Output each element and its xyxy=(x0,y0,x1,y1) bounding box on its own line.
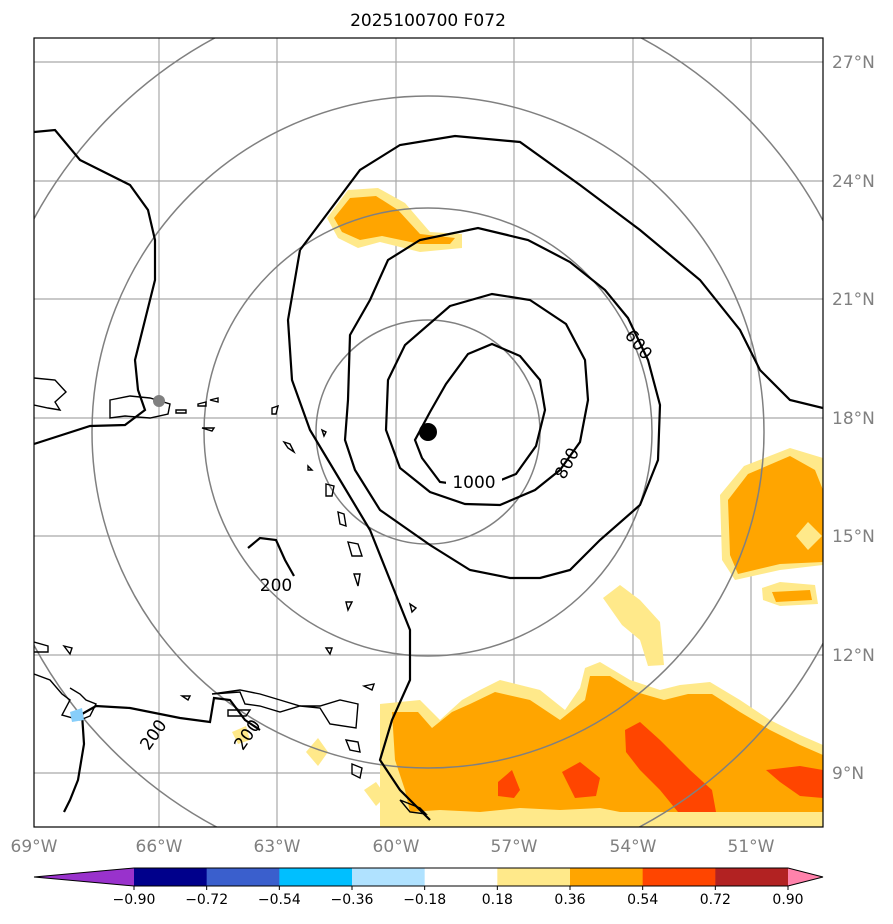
colorbar-segment xyxy=(352,868,426,886)
contour-1000 xyxy=(413,342,547,488)
colorbar-segment xyxy=(570,868,644,886)
colorbar-tick-label: 0.18 xyxy=(482,892,513,908)
station-marker-icon xyxy=(153,395,165,407)
contour-400-west xyxy=(34,128,157,446)
contours xyxy=(34,128,823,821)
shading-north-patch xyxy=(327,188,462,252)
lat-label: 9°N xyxy=(832,764,864,784)
colorbar-tick-label: −0.36 xyxy=(331,892,374,908)
lat-label: 24°N xyxy=(832,172,875,192)
colorbar-tick-label: −0.54 xyxy=(258,892,301,908)
colorbar-extend-low xyxy=(34,868,134,886)
colorbar-segment xyxy=(497,868,571,886)
lon-label: 54°W xyxy=(610,837,657,857)
contour-label-1000: 1000 xyxy=(452,473,495,493)
lon-label: 69°W xyxy=(11,837,58,857)
lon-label: 60°W xyxy=(373,837,420,857)
contour-400-north xyxy=(299,134,823,410)
contour-600 xyxy=(343,226,662,580)
map-frame xyxy=(33,37,824,828)
colorbar-tick-label: 0.72 xyxy=(700,892,731,908)
label-bg-1000 xyxy=(446,472,502,492)
contour-label-200-c: 200 xyxy=(230,716,265,754)
lon-label: 51°W xyxy=(728,837,775,857)
colorbar-segment xyxy=(642,868,716,886)
colorbar-tick-label: −0.72 xyxy=(185,892,228,908)
contour-label-200-b: 200 xyxy=(136,716,171,754)
colorbar-segment xyxy=(206,868,280,886)
lat-label: 15°N xyxy=(832,527,875,547)
contour-label-800: 800 xyxy=(551,445,584,483)
colorbar-tick-label: −0.18 xyxy=(403,892,446,908)
colorbar-segment xyxy=(715,868,789,886)
contour-label-200-a: 200 xyxy=(260,576,292,596)
colorbar-segment xyxy=(424,868,498,886)
shading-south-patch xyxy=(232,662,823,827)
lat-label: 18°N xyxy=(832,409,875,429)
contour-800 xyxy=(384,292,590,507)
shading-east-patch xyxy=(603,448,823,666)
figure-title: 2025100700 F072 xyxy=(350,11,506,31)
contour-200-c xyxy=(63,713,86,813)
contour-200-a xyxy=(247,536,295,577)
light-blue-patch xyxy=(70,708,84,722)
lon-labels: 69°W 66°W 63°W 60°W 57°W 54°W 51°W xyxy=(11,837,775,857)
lat-label: 27°N xyxy=(832,53,875,73)
colorbar-extend-high xyxy=(788,868,823,886)
lon-label: 63°W xyxy=(254,837,301,857)
colorbar-tick-label: 0.90 xyxy=(772,892,803,908)
colorbar-tick-label: 0.36 xyxy=(554,892,585,908)
lat-label: 21°N xyxy=(832,290,875,310)
colorbar-tick-label: −0.90 xyxy=(113,892,156,908)
colorbar-segment xyxy=(134,868,208,886)
storm-center-icon xyxy=(419,423,437,441)
lat-labels: 27°N 24°N 21°N 18°N 15°N 12°N 9°N xyxy=(832,53,875,784)
colorbar: −0.90 −0.72 −0.54 −0.36 −0.18 0.18 0.36 0.54 0.7… xyxy=(33,867,824,908)
colorbar-segment xyxy=(279,868,353,886)
contour-400-west-side xyxy=(286,249,431,821)
map-area: 1000 800 600 200 200 200 xyxy=(34,38,823,827)
contour-200-b xyxy=(81,696,261,731)
lon-label: 66°W xyxy=(136,837,183,857)
colorbar-tick-label: 0.54 xyxy=(627,892,658,908)
contour-label-600: 600 xyxy=(620,326,656,364)
lat-label: 12°N xyxy=(832,646,875,666)
lon-label: 57°W xyxy=(491,837,538,857)
